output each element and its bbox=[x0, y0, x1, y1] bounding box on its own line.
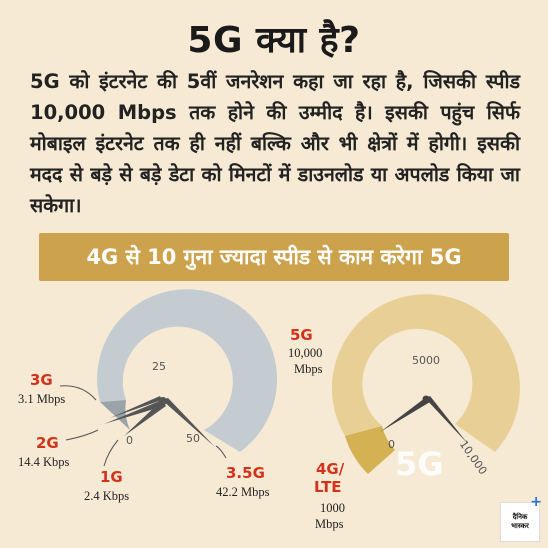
label-1g-speed: 2.4 Kbps bbox=[84, 489, 129, 503]
right-speed-gauge: 5000 0 10,000 5G 5G 10,000 Mbps 4G/ LTE … bbox=[288, 294, 520, 531]
headline-banner: 4G से 10 गुना ज्यादा स्पीड से काम करेगा … bbox=[39, 233, 509, 281]
right-gauge-needles bbox=[380, 395, 468, 444]
left-gauge-tick-0: 0 bbox=[126, 434, 133, 447]
label-3g: 3G bbox=[30, 371, 53, 389]
label-5g-speed-value: 10,000 bbox=[288, 346, 322, 360]
right-gauge-tick-5000: 5000 bbox=[412, 354, 440, 367]
label-3-5g: 3.5G bbox=[226, 464, 265, 482]
label-4g-speed-value: 1000 bbox=[320, 501, 345, 515]
left-gauge-tick-50: 50 bbox=[186, 432, 200, 445]
logo-plus: + bbox=[530, 494, 542, 510]
label-5g-speed-unit: Mbps bbox=[294, 362, 323, 376]
logo-line1: दैनिक bbox=[512, 513, 528, 521]
left-gauge-tick-25: 25 bbox=[152, 360, 166, 373]
left-speed-gauge: 25 0 50 3G 3.1 Mbps 2G 14.4 Kbps 1G 2.4 … bbox=[18, 289, 278, 503]
label-4g: 4G/ bbox=[316, 460, 345, 478]
logo-line2: भास्कर bbox=[511, 522, 529, 530]
right-gauge-center-label: 5G bbox=[395, 445, 444, 483]
right-gauge-tick-0: 0 bbox=[388, 438, 395, 451]
left-gauge-needles bbox=[104, 396, 215, 447]
intro-paragraph: 5G को इंटरनेट की 5वीं जनरेशन कहा जा रहा … bbox=[30, 70, 520, 217]
label-lte: LTE bbox=[314, 478, 342, 496]
page-title: 5G क्या है? bbox=[187, 20, 361, 61]
dainik-bhaskar-logo: + दैनिक भास्कर bbox=[500, 495, 542, 542]
label-1g: 1G bbox=[100, 468, 123, 486]
label-3g-speed: 3.1 Mbps bbox=[18, 392, 65, 406]
label-3-5g-speed: 42.2 Mbps bbox=[216, 485, 270, 499]
label-2g-speed: 14.4 Kbps bbox=[18, 455, 70, 469]
label-2g: 2G bbox=[36, 434, 59, 452]
label-4g-speed-unit: Mbps bbox=[315, 517, 344, 531]
label-5g: 5G bbox=[290, 326, 313, 344]
